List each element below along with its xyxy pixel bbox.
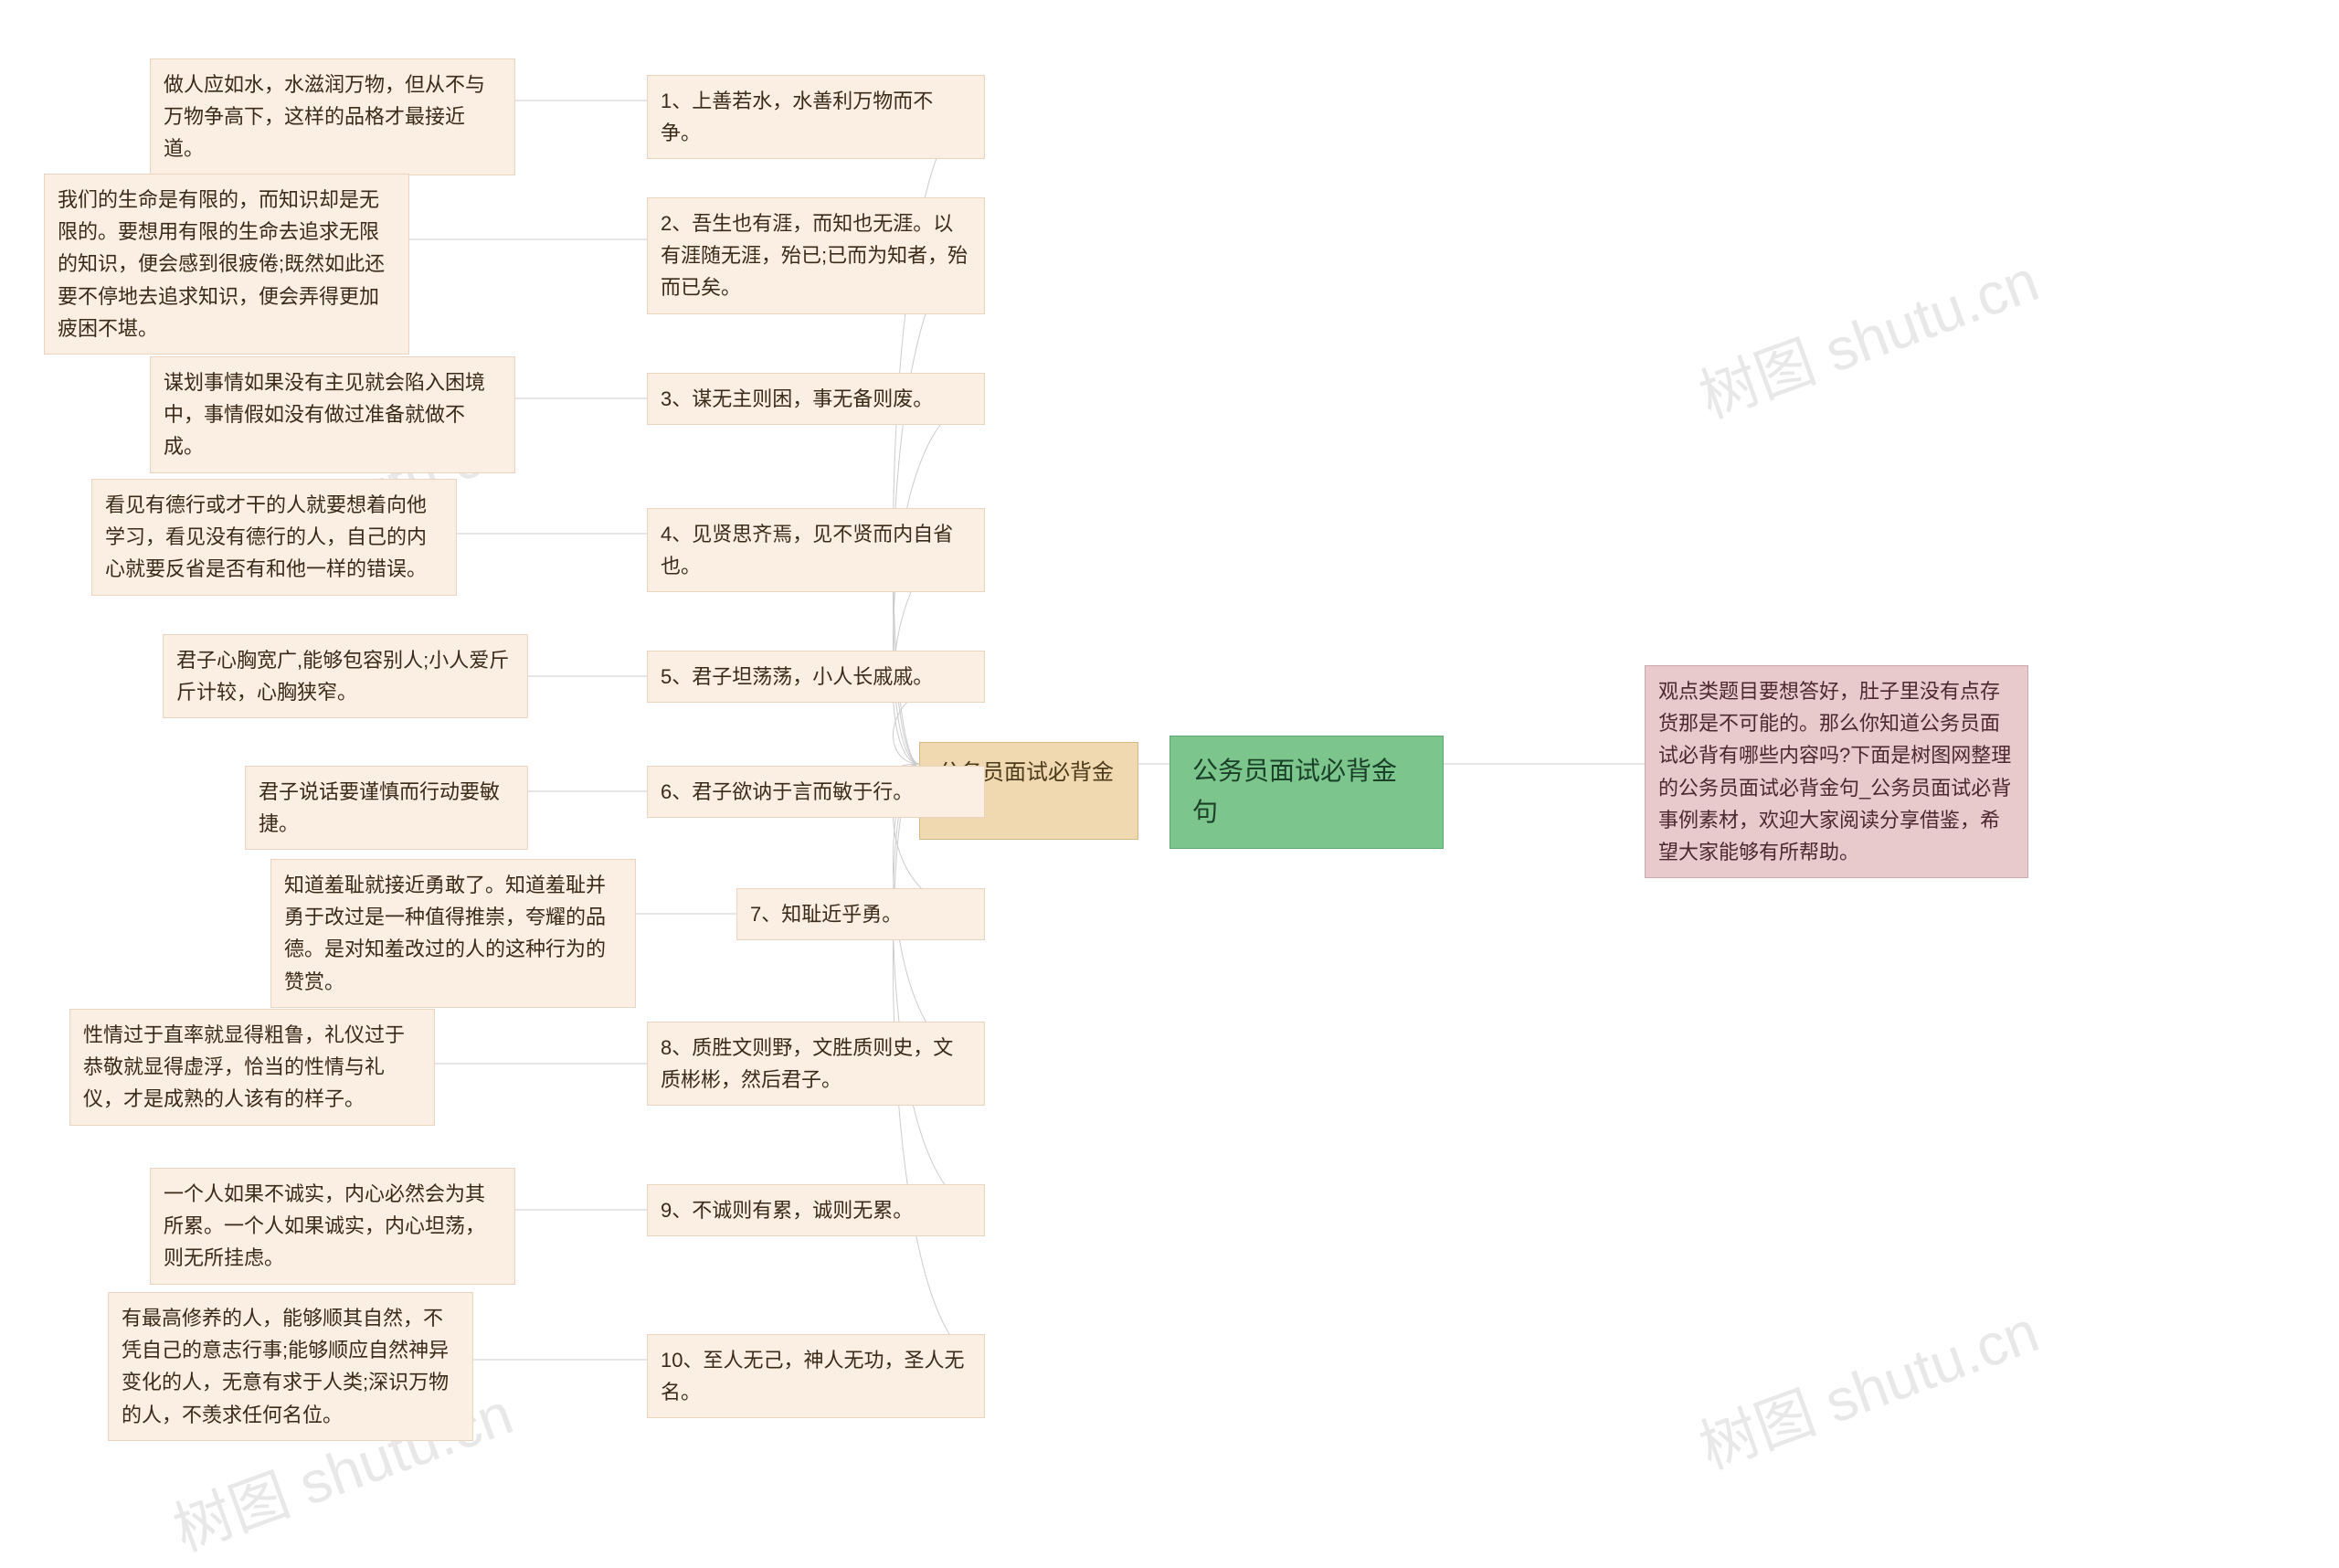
explain-node: 谋划事情如果没有主见就会陷入困境中，事情假如没有做过准备就做不成。	[150, 356, 515, 473]
quote-node: 5、君子坦荡荡，小人长戚戚。	[647, 651, 985, 703]
explain-node: 知道羞耻就接近勇敢了。知道羞耻并勇于改过是一种值得推崇，夸耀的品德。是对知羞改过…	[270, 859, 636, 1008]
explain-node: 做人应如水，水滋润万物，但从不与万物争高下，这样的品格才最接近道。	[150, 58, 515, 175]
explain-node: 君子说话要谨慎而行动要敏捷。	[245, 766, 528, 850]
quote-node: 3、谋无主则困，事无备则废。	[647, 373, 985, 425]
explain-node: 我们的生命是有限的，而知识却是无限的。要想用有限的生命去追求无限的知识，便会感到…	[44, 174, 409, 355]
quote-node: 2、吾生也有涯，而知也无涯。以有涯随无涯，殆已;已而为知者，殆而已矣。	[647, 197, 985, 314]
quote-node: 7、知耻近乎勇。	[736, 888, 985, 940]
center-node: 公务员面试必背金句	[1170, 736, 1444, 849]
quote-node: 8、质胜文则野，文胜质则史，文质彬彬，然后君子。	[647, 1022, 985, 1106]
explain-node: 君子心胸宽广,能够包容别人;小人爱斤斤计较，心胸狭窄。	[163, 634, 528, 718]
explain-node: 有最高修养的人，能够顺其自然，不凭自己的意志行事;能够顺应自然神异变化的人，无意…	[108, 1292, 473, 1441]
quote-node: 4、见贤思齐焉，见不贤而内自省也。	[647, 508, 985, 592]
explain-node: 看见有德行或才干的人就要想着向他学习，看见没有德行的人，自己的内心就要反省是否有…	[91, 479, 457, 596]
quote-node: 9、不诚则有累，诚则无累。	[647, 1184, 985, 1236]
mindmap-diagram: 树图 shutu.cn 树图 shutu.cn 树图 shutu.cn 树图 s…	[0, 0, 2339, 1526]
explain-node: 性情过于直率就显得粗鲁，礼仪过于恭敬就显得虚浮，恰当的性情与礼仪，才是成熟的人该…	[69, 1009, 435, 1126]
quote-node: 6、君子欲讷于言而敏于行。	[647, 766, 985, 818]
intro-node: 观点类题目要想答好，肚子里没有点存货那是不可能的。那么你知道公务员面试必背有哪些…	[1645, 665, 2028, 878]
explain-node: 一个人如果不诚实，内心必然会为其所累。一个人如果诚实，内心坦荡，则无所挂虑。	[150, 1168, 515, 1285]
quote-node: 1、上善若水，水善利万物而不争。	[647, 75, 985, 159]
quote-node: 10、至人无己，神人无功，圣人无名。	[647, 1334, 985, 1418]
